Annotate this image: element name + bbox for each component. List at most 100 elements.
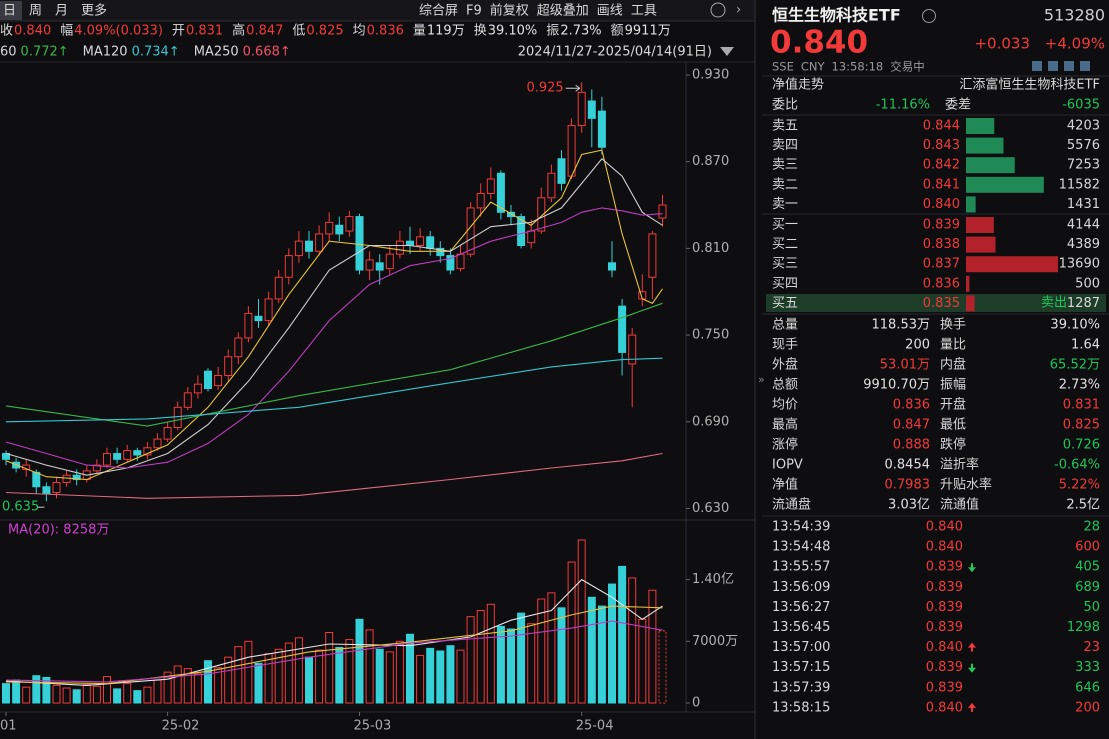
candle-body	[103, 453, 111, 466]
tool-button[interactable]: 综合屏	[419, 4, 458, 19]
tool-button[interactable]: F9	[466, 4, 482, 19]
volume-bar	[628, 577, 637, 704]
ma-value: 0.734↑	[132, 45, 180, 60]
period-tab[interactable]: 更多	[81, 3, 107, 19]
candle-body	[608, 262, 616, 271]
trade-price: 0.839	[926, 660, 963, 675]
active-tab	[0, 1, 22, 20]
order-volume: 4144	[1067, 218, 1100, 233]
tool-icon[interactable]	[1064, 61, 1074, 71]
last-price: 0.840	[770, 25, 868, 61]
y-tick-label: 0.750	[692, 328, 729, 343]
stat-value: 0.7983	[885, 478, 931, 493]
order-price: 0.836	[923, 276, 960, 291]
tool-button[interactable]: 超级叠加	[537, 4, 589, 19]
stat-value: 0.847	[893, 418, 930, 433]
nav-link[interactable]: 净值走势	[772, 77, 824, 93]
security-name: 恒生生物科技ETF	[772, 6, 901, 25]
quote-label: 高	[232, 23, 245, 39]
status-text: 交易中	[890, 60, 925, 74]
security-code: 513280	[1044, 6, 1105, 25]
ma-line	[5, 302, 663, 427]
order-volume: 4203	[1067, 119, 1100, 134]
candle-body	[315, 233, 324, 252]
period-tab[interactable]: 日	[3, 4, 16, 19]
tool-button[interactable]: 画线	[597, 4, 623, 19]
candle-body	[92, 464, 101, 472]
tool-icon[interactable]	[1048, 61, 1058, 71]
trade-price: 0.840	[926, 700, 963, 715]
candle-body	[658, 204, 667, 219]
ma-name: MA120	[83, 45, 128, 60]
stat-label: 现手	[772, 338, 798, 353]
order-label: 买四	[772, 276, 798, 291]
close-icon[interactable]	[710, 2, 726, 18]
price-change: +0.033	[974, 35, 1030, 53]
stat-label: 流通盘	[772, 497, 811, 513]
candle-body	[648, 233, 657, 278]
volume-bar	[52, 684, 61, 704]
candle-body	[204, 370, 212, 390]
volume-bar	[325, 632, 334, 704]
quote-value: 9911万	[625, 24, 671, 39]
tool-icon[interactable]	[1080, 61, 1090, 71]
tool-button[interactable]: 前复权	[490, 3, 529, 19]
stat-label: 量比	[940, 338, 966, 353]
trade-volume: 1298	[1067, 620, 1100, 635]
order-volume: 5576	[1067, 138, 1100, 153]
candle-body	[345, 216, 354, 232]
stat-label: 振幅	[940, 378, 966, 393]
order-volume: 1287	[1067, 296, 1100, 311]
trade-price: 0.839	[926, 560, 963, 575]
stat-value: 2.5亿	[1066, 498, 1100, 513]
order-label: 卖二	[772, 177, 798, 192]
order-volume-bar	[966, 275, 970, 292]
candle-body	[183, 392, 192, 408]
candle-body	[507, 211, 515, 218]
quote-value: 2.73%	[560, 24, 601, 39]
row-highlight	[766, 294, 1106, 312]
collapse-arrow[interactable]: »	[758, 373, 765, 386]
stat-value: 0.8454	[885, 458, 931, 473]
quote-label: 额	[611, 24, 624, 39]
volume-bar	[466, 616, 475, 704]
period-tab[interactable]: 周	[29, 4, 42, 19]
stat-value: 0.831	[1063, 398, 1100, 413]
volume-bar	[274, 648, 283, 704]
trade-time: 13:56:27	[772, 600, 830, 615]
order-volume: 11582	[1059, 177, 1100, 192]
volume-bar	[264, 653, 273, 704]
volume-bar	[183, 668, 192, 704]
y-tick-label: 0.810	[692, 241, 729, 256]
next-icon[interactable]: ›	[736, 3, 741, 18]
volume-ma-label: MA(20): 8258万	[8, 523, 109, 538]
candle-body	[254, 315, 263, 322]
info-icon[interactable]	[922, 9, 936, 23]
period-tab[interactable]: 月	[55, 4, 68, 19]
dropdown-icon[interactable]	[720, 47, 734, 56]
candle-body	[436, 247, 445, 257]
y-tick-label: 0.690	[692, 414, 729, 429]
volume-bar	[527, 623, 536, 704]
candle-body	[365, 259, 374, 271]
order-price: 0.837	[923, 257, 960, 272]
candle-body	[456, 253, 465, 270]
quote-value: 39.10%	[488, 24, 538, 39]
candle-body	[234, 337, 243, 358]
stat-value: 2.73%	[1059, 378, 1100, 393]
order-price: 0.838	[923, 237, 960, 252]
volume-bar	[507, 628, 515, 704]
volume-bar	[284, 642, 293, 704]
trade-time: 13:54:48	[772, 540, 830, 555]
candle-body	[577, 91, 586, 127]
trade-time: 13:56:09	[772, 580, 830, 595]
ma-line	[5, 452, 663, 499]
sell-button[interactable]: 卖出	[1041, 296, 1067, 311]
volume-bar	[12, 679, 21, 704]
tool-button[interactable]: 工具	[631, 4, 657, 19]
y-tick-label: 0.870	[692, 154, 729, 169]
candle-body	[597, 110, 606, 148]
volume-bar	[648, 589, 657, 704]
tool-icon[interactable]	[1032, 61, 1042, 71]
volume-bar	[335, 646, 344, 704]
